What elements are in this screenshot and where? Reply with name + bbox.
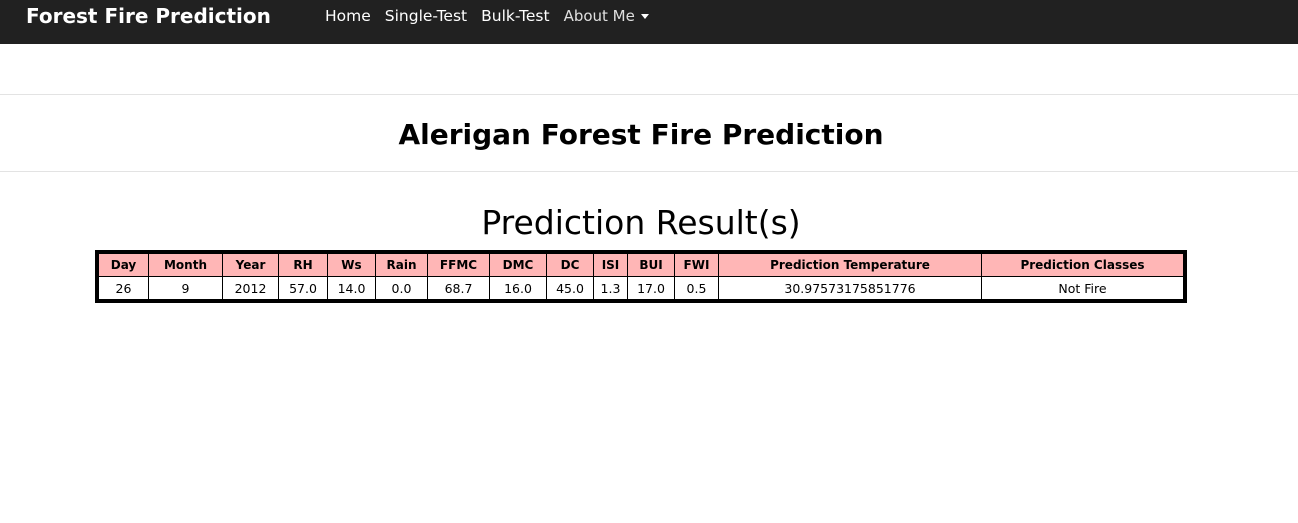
nav-link-home[interactable]: Home	[325, 7, 371, 25]
table-cell: 0.5	[674, 276, 719, 302]
nav-link-single-test[interactable]: Single-Test	[384, 7, 468, 25]
table-header-cell: DMC	[489, 251, 547, 277]
page-title: Alerigan Forest Fire Prediction	[398, 118, 884, 151]
divider-top	[0, 94, 1298, 95]
table-cell: 9	[148, 276, 223, 302]
table-header-cell: BUI	[627, 251, 675, 277]
table-row: 26 9 2012 57.0 14.0 0.0 68.7 16.0 45.0 1…	[96, 276, 1186, 302]
divider-bottom	[0, 171, 1298, 172]
about-me-dropdown[interactable]: About Me	[564, 6, 649, 26]
table-header-cell: FFMC	[427, 251, 490, 277]
table-cell: 16.0	[489, 276, 547, 302]
nav-link-bulk-test[interactable]: Bulk-Test	[481, 7, 550, 25]
results-table: Day Month Year RH Ws Rain FFMC DMC DC IS…	[95, 250, 1187, 303]
result-title: Prediction Result(s)	[481, 203, 801, 242]
caret-down-icon	[640, 14, 649, 19]
table-header-cell: ISI	[593, 251, 628, 277]
table-cell: Not Fire	[981, 276, 1186, 302]
table-header-cell: Ws	[327, 251, 376, 277]
table-cell: 30.97573175851776	[718, 276, 982, 302]
table-header-cell: Day	[96, 251, 149, 277]
table-cell: 0.0	[375, 276, 428, 302]
table-cell: 2012	[222, 276, 279, 302]
table-cell: 26	[96, 276, 149, 302]
nav-links: Home Single-Test Bulk-Test About Me	[325, 6, 649, 26]
table-cell: 57.0	[278, 276, 328, 302]
table-header-cell: Month	[148, 251, 223, 277]
table-cell: 68.7	[427, 276, 490, 302]
table-header-cell: Rain	[375, 251, 428, 277]
brand-link[interactable]: Forest Fire Prediction	[26, 4, 271, 28]
table-cell: 14.0	[327, 276, 376, 302]
table-header-row: Day Month Year RH Ws Rain FFMC DMC DC IS…	[96, 251, 1186, 277]
table-header-cell: Year	[222, 251, 279, 277]
navbar: Forest Fire Prediction Home Single-Test …	[0, 0, 1298, 44]
table-header-cell: FWI	[674, 251, 719, 277]
about-me-label: About Me	[563, 7, 635, 25]
table-cell: 1.3	[593, 276, 628, 302]
table-header-cell: Prediction Classes	[981, 251, 1186, 277]
table-cell: 45.0	[546, 276, 594, 302]
table-cell: 17.0	[627, 276, 675, 302]
table-header-cell: DC	[546, 251, 594, 277]
table-header-cell: RH	[278, 251, 328, 277]
table-header-cell: Prediction Temperature	[718, 251, 982, 277]
